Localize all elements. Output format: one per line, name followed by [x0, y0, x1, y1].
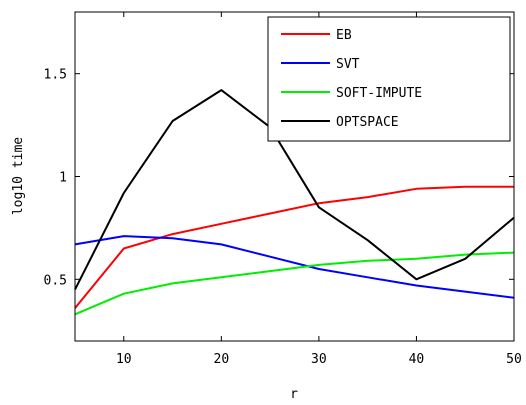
legend-label: SOFT-IMPUTE [336, 86, 422, 101]
legend-label: OPTSPACE [336, 115, 399, 130]
x-tick-label: 20 [214, 352, 230, 367]
series-line-svt [74, 235, 515, 299]
y-tick-label: 1.5 [44, 68, 67, 83]
y-axis-label: log10 time [11, 137, 26, 215]
series-line-optspace [74, 89, 515, 291]
x-axis: 10 20 30 40 50 [116, 12, 522, 367]
y-tick-label: 0.5 [44, 273, 67, 288]
x-tick-label: 30 [311, 352, 327, 367]
legend-label: EB [336, 28, 352, 43]
x-tick-label: 10 [116, 352, 132, 367]
y-axis: 0.5 1 1.5 [44, 68, 514, 288]
series-line-soft-impute [74, 251, 515, 316]
plot-area [74, 89, 515, 316]
legend: EB SVT SOFT-IMPUTE OPTSPACE [267, 16, 511, 142]
legend-label: SVT [336, 57, 360, 72]
x-tick-label: 40 [409, 352, 425, 367]
x-axis-label: r [290, 387, 298, 402]
y-tick-label: 1 [59, 171, 67, 186]
x-tick-label: 50 [506, 352, 522, 367]
series-line-eb [74, 185, 514, 309]
